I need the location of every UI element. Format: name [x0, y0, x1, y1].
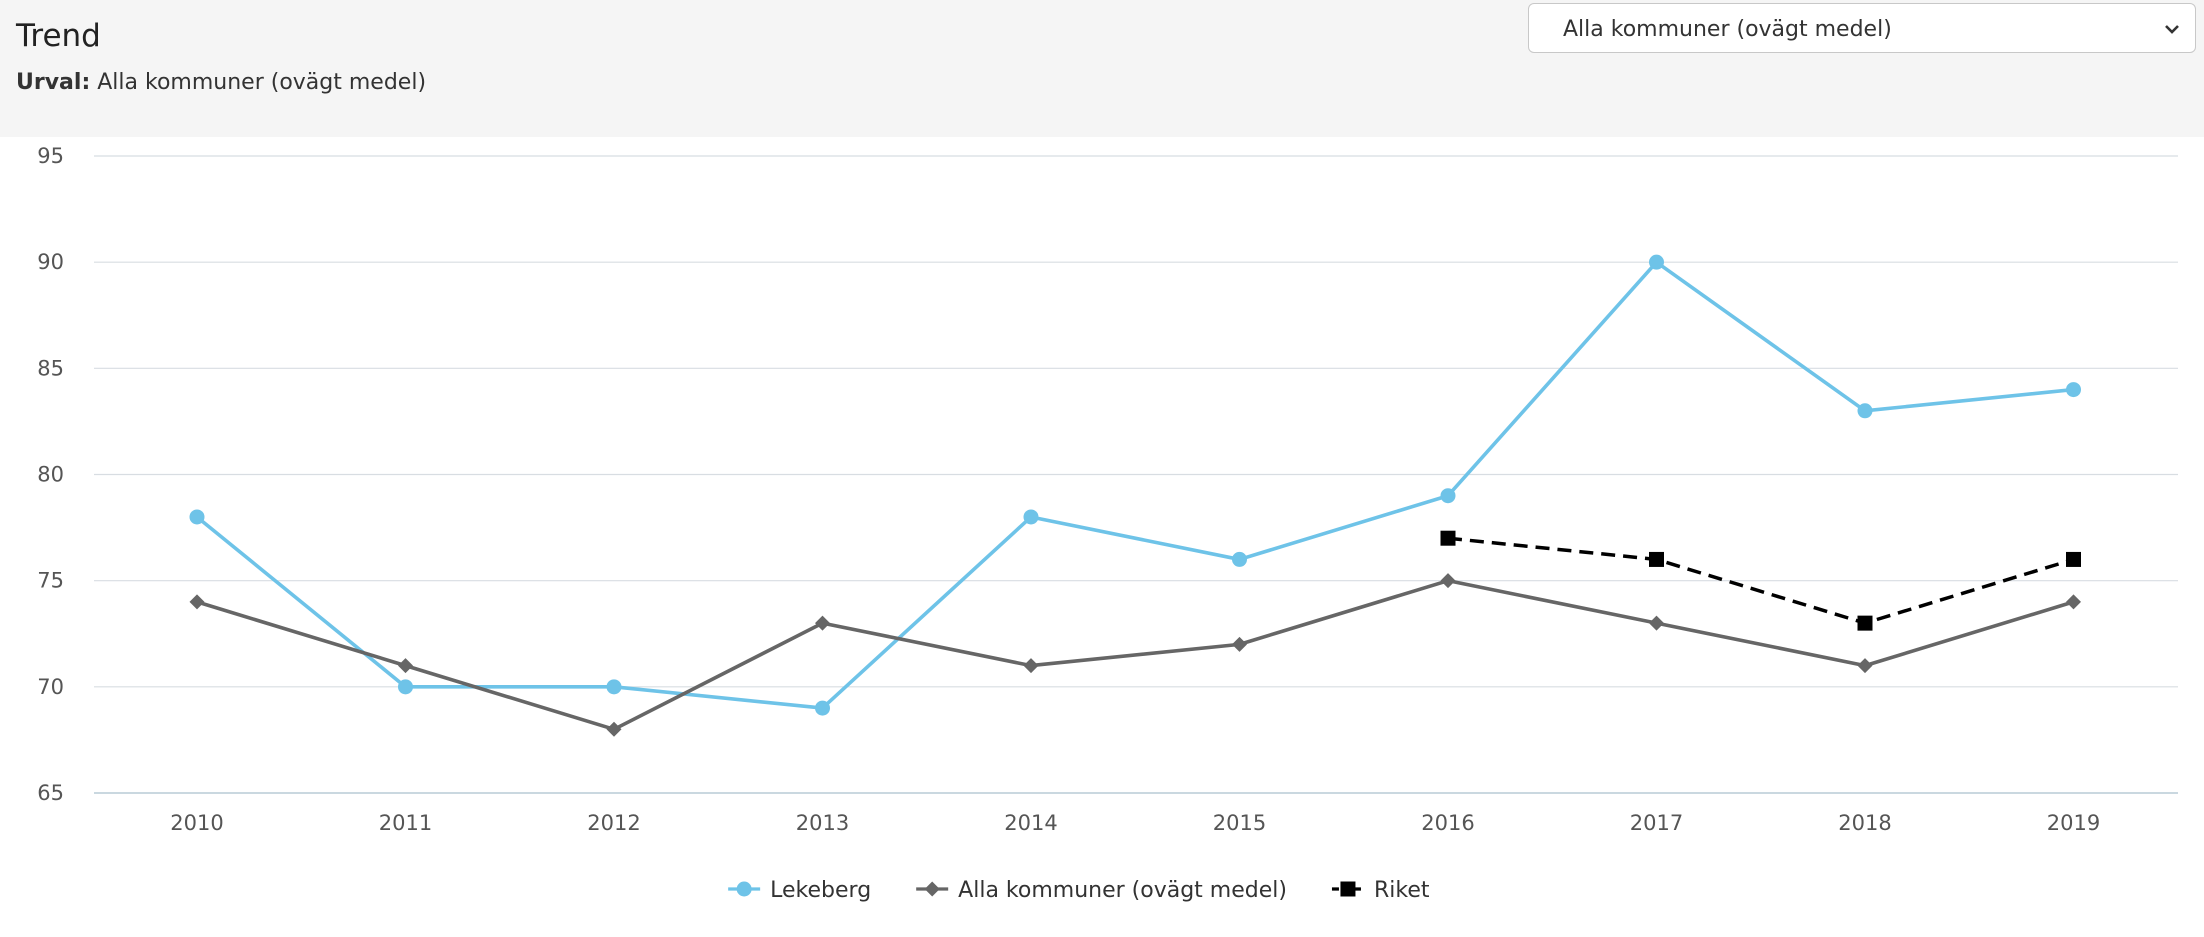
series-0	[189, 254, 2081, 716]
x-tick-label: 2014	[1004, 811, 1057, 835]
legend-marker	[924, 881, 940, 897]
legend-marker	[736, 881, 752, 897]
data-point[interactable]	[1857, 658, 1873, 674]
legend-label: Alla kommuner (ovägt medel)	[958, 878, 1287, 903]
x-tick-label: 2010	[170, 811, 223, 835]
series-1	[189, 573, 2081, 737]
selection-value: Alla kommuner (ovägt medel)	[97, 70, 427, 95]
page-title: Trend	[16, 18, 101, 54]
data-point[interactable]	[2066, 594, 2081, 610]
data-point[interactable]	[2066, 551, 2081, 567]
data-point[interactable]	[815, 700, 830, 716]
legend-item[interactable]: Riket	[1331, 878, 1430, 903]
data-point[interactable]	[398, 679, 413, 695]
legend: Lekeberg Alla kommuner (ovägt medel) Riket	[728, 878, 1430, 903]
legend-marker	[1340, 881, 1356, 897]
legend-item[interactable]: Alla kommuner (ovägt medel)	[916, 878, 1287, 903]
series-2	[1440, 530, 2081, 631]
data-point[interactable]	[1649, 551, 1664, 567]
data-point[interactable]	[1440, 488, 1456, 504]
data-point[interactable]	[1649, 615, 1664, 631]
series-line	[195, 260, 2074, 710]
y-tick-label: 65	[37, 781, 64, 805]
comparison-select-value: Alla kommuner (ovägt medel)	[1563, 17, 1892, 42]
legend-label: Riket	[1374, 878, 1430, 903]
axis-layer: 65 70 75 80 85 90 95 2010 2011 2012 2013 2014 2015 20…	[37, 144, 2100, 835]
data-point[interactable]	[189, 594, 205, 610]
selection-label: Urval:	[16, 70, 91, 95]
data-point[interactable]	[1857, 615, 1873, 631]
data-point[interactable]	[189, 509, 205, 525]
x-tick-label: 2012	[587, 811, 640, 835]
x-tick-label: 2013	[796, 811, 849, 835]
y-tick-label: 75	[37, 569, 64, 593]
grid-layer	[94, 155, 2178, 794]
data-point[interactable]	[398, 658, 413, 674]
x-tick-label: 2015	[1213, 811, 1266, 835]
data-point[interactable]	[1232, 636, 1247, 652]
x-tick-label: 2016	[1421, 811, 1474, 835]
y-tick-label: 90	[37, 250, 64, 274]
series-layer	[189, 254, 2081, 737]
data-point[interactable]	[1440, 530, 1456, 546]
data-point[interactable]	[1649, 254, 1664, 270]
series-line	[1447, 536, 2075, 625]
data-point[interactable]	[606, 679, 622, 695]
trend-chart: 65 70 75 80 85 90 95 2010 2011 2012 2013 2014 2015 20…	[37, 144, 2178, 903]
y-tick-label: 80	[37, 463, 64, 487]
x-tick-label: 2019	[2047, 811, 2100, 835]
data-point[interactable]	[1023, 658, 1039, 674]
legend-label: Lekeberg	[770, 878, 871, 903]
data-point[interactable]	[1023, 509, 1039, 525]
x-tick-label: 2017	[1630, 811, 1683, 835]
x-tick-label: 2011	[379, 811, 432, 835]
y-tick-label: 85	[37, 356, 64, 380]
selection-subtitle: Urval: Alla kommuner (ovägt medel)	[16, 70, 426, 95]
y-tick-label: 70	[37, 675, 64, 699]
data-point[interactable]	[815, 615, 830, 631]
chevron-down-icon	[2165, 25, 2179, 34]
y-tick-label: 95	[37, 144, 64, 168]
data-point[interactable]	[1232, 551, 1247, 567]
header-panel: Trend Urval: Alla kommuner (ovägt medel)…	[0, 0, 2204, 137]
data-point[interactable]	[1857, 403, 1873, 419]
x-tick-label: 2018	[1838, 811, 1891, 835]
chart-area: 65 70 75 80 85 90 95 2010 2011 2012 2013 2014 2015 20…	[16, 137, 2196, 937]
series-line	[196, 578, 2075, 732]
data-point[interactable]	[606, 721, 622, 737]
data-point[interactable]	[2066, 382, 2081, 398]
legend-item[interactable]: Lekeberg	[728, 878, 871, 903]
data-point[interactable]	[1440, 573, 1456, 589]
comparison-select[interactable]: Alla kommuner (ovägt medel)	[1528, 3, 2196, 53]
